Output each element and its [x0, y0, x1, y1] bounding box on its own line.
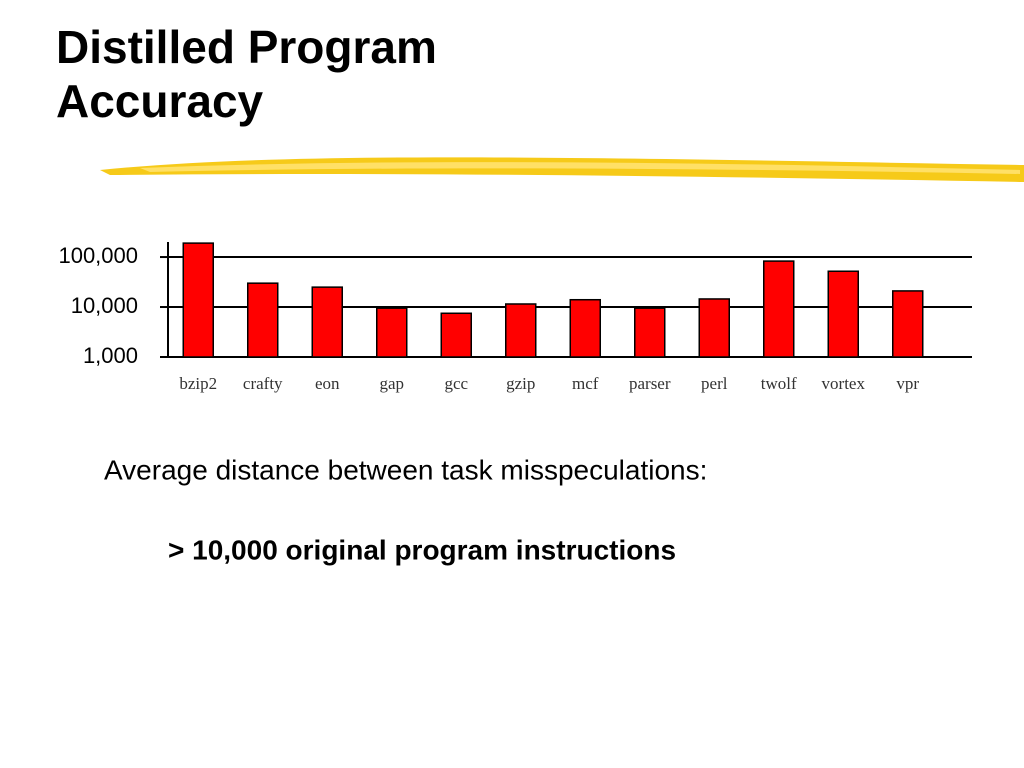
bar [311, 286, 343, 358]
x-tick-label: gzip [506, 374, 535, 393]
x-tick-label: bzip2 [179, 374, 217, 393]
x-tick-label: perl [701, 374, 728, 393]
y-tick-label: 100,000 [58, 243, 138, 268]
y-tick-label: 10,000 [71, 293, 138, 318]
slide-title-line: Distilled Program Accuracy [56, 21, 437, 127]
bar [505, 303, 537, 358]
bar [182, 242, 214, 358]
x-tick-label: vpr [896, 374, 919, 393]
x-tick-label: eon [315, 374, 340, 393]
bar [440, 312, 472, 358]
highlight-text: > 10,000 original program instructions [168, 534, 676, 565]
brush-highlight [140, 162, 1020, 174]
bar [827, 270, 859, 358]
x-tick-label: parser [629, 374, 671, 393]
x-tick-label: gcc [444, 374, 468, 393]
bar [698, 298, 730, 358]
bar [376, 307, 408, 358]
bar [569, 298, 601, 358]
bar [634, 307, 666, 358]
x-tick-label: twolf [761, 374, 797, 393]
x-tick-label: mcf [572, 374, 599, 393]
x-tick-label: gap [379, 374, 404, 393]
bar [763, 260, 795, 358]
bar [247, 282, 279, 358]
x-tick-label: crafty [243, 374, 283, 393]
body-text: Average distance between task misspecula… [104, 454, 707, 485]
y-tick-label: 1,000 [83, 343, 138, 368]
bar [892, 290, 924, 358]
x-tick-label: vortex [822, 374, 866, 393]
